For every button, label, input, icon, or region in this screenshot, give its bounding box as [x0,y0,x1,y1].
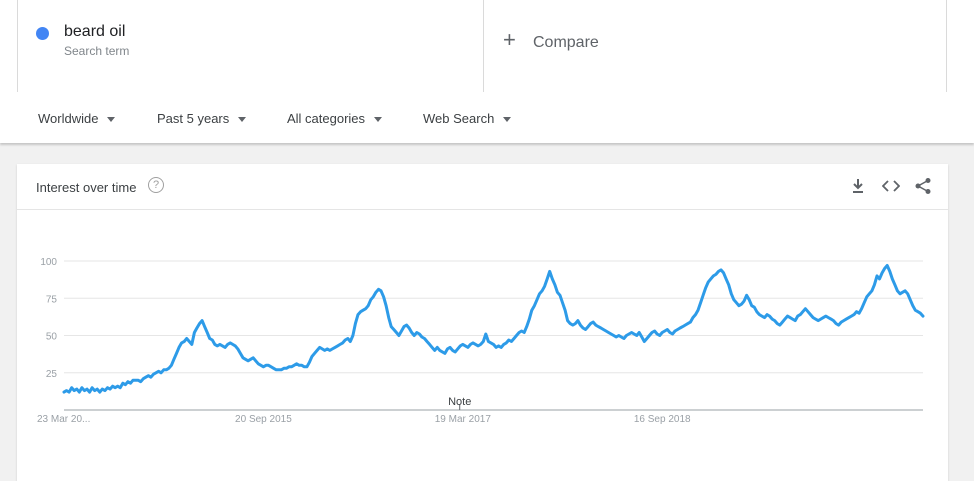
card-title: Interest over time [36,180,137,195]
search-terms-bar: beard oil Search term + Compare [0,0,974,94]
y-tick-label: 25 [46,369,58,380]
interest-line-chart: 25 50 75 100 23 Mar 20... 20 Sep 2015 19 Mar … [37,257,925,425]
search-term-subtitle: Search term [64,44,130,58]
series-color-dot [36,27,49,40]
filters-bar: Worldwide Past 5 years All categories We… [0,93,974,143]
compare-button[interactable]: + Compare [483,0,947,92]
caret-down-icon [374,117,383,123]
y-tick-label: 75 [46,294,58,305]
series-line-beard-oil [62,264,925,394]
filter-search-type[interactable]: Web Search [423,111,512,126]
note-label: Note [448,396,471,408]
filter-search-type-label: Web Search [423,111,495,126]
filter-location[interactable]: Worldwide [38,111,116,126]
filter-location-label: Worldwide [38,111,99,126]
x-tick-label: 19 Mar 2017 [435,414,492,425]
plus-icon: + [503,27,516,52]
share-icon[interactable] [914,177,932,195]
search-term-card[interactable]: beard oil Search term [17,0,484,92]
x-tick-label: 16 Sep 2018 [634,414,691,425]
y-tick-label: 100 [40,257,57,268]
y-tick-label: 50 [46,332,58,343]
embed-code-icon[interactable] [882,177,900,195]
caret-down-icon [238,117,247,123]
download-icon[interactable] [849,177,867,195]
compare-label: Compare [533,34,599,51]
filter-time-range[interactable]: Past 5 years [157,111,247,126]
filter-time-label: Past 5 years [157,111,230,126]
filter-category[interactable]: All categories [287,111,383,126]
filter-category-label: All categories [287,111,366,126]
x-tick-label: 23 Mar 20... [37,414,90,425]
caret-down-icon [503,117,512,123]
card-header: Interest over time ? [17,164,948,210]
interest-over-time-card: Interest over time ? 25 50 75 100 23 Mar 20… [17,164,948,481]
x-tick-label: 20 Sep 2015 [235,414,292,425]
search-term-name[interactable]: beard oil [64,23,126,40]
help-icon[interactable]: ? [148,177,164,193]
caret-down-icon [107,117,116,123]
